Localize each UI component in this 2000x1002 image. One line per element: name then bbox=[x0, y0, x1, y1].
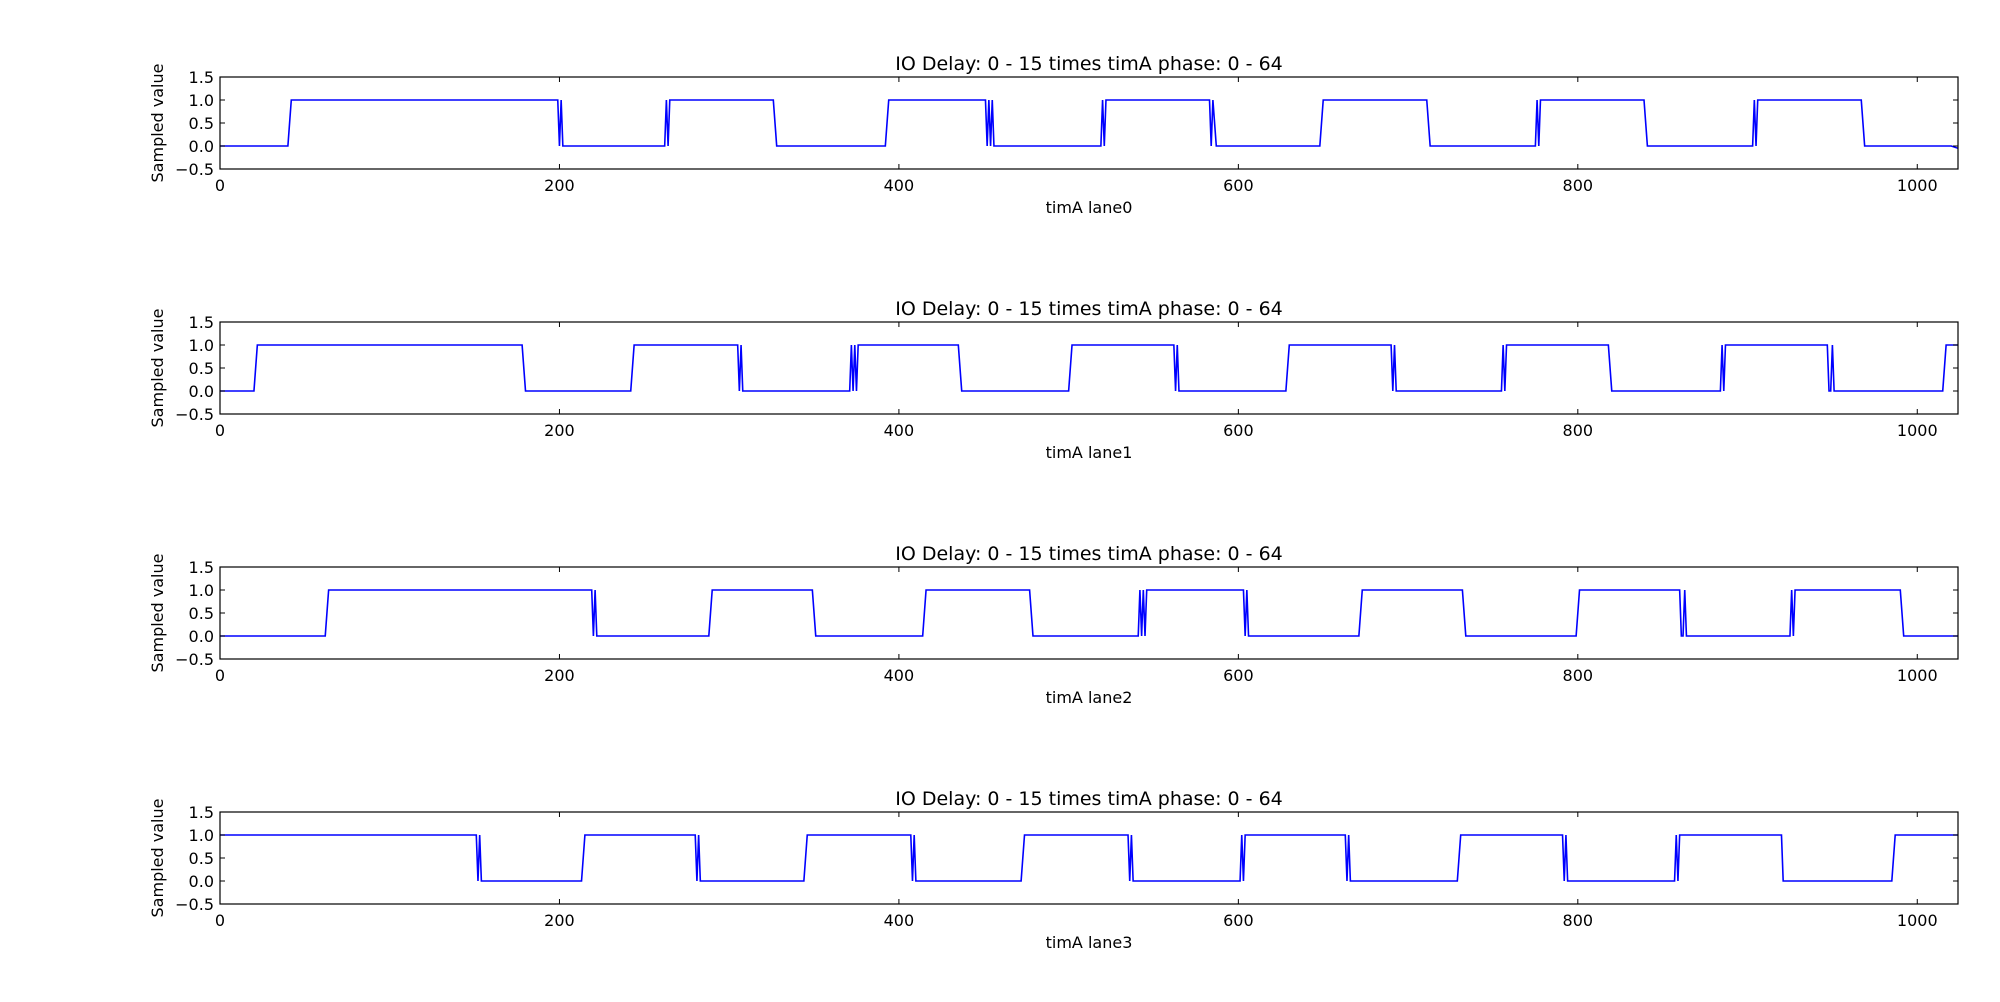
x-axis-label-2: timA lane2 bbox=[1046, 688, 1133, 707]
y-tick-label-0-1: 0.0 bbox=[189, 137, 214, 156]
x-tick-label-2-5: 1000 bbox=[1897, 666, 1938, 685]
y-tick-label-2-3: 1.0 bbox=[189, 581, 214, 600]
x-tick-label-2-4: 800 bbox=[1563, 666, 1594, 685]
x-tick-label-1-0: 0 bbox=[215, 421, 225, 440]
subplot-2: 0 200 400 600 800 1000 −0.5 0.0 0.5 1.0 1.5 IO Dela… bbox=[148, 543, 1959, 707]
y-axis-label-0: Sampled value bbox=[148, 64, 167, 183]
x-axis-label-0: timA lane0 bbox=[1046, 198, 1133, 217]
axes-frame-0 bbox=[219, 76, 1959, 170]
axes-frame-1 bbox=[219, 321, 1959, 415]
y-tick-label-3-2: 0.5 bbox=[189, 849, 214, 868]
y-tick-label-1-2: 0.5 bbox=[189, 359, 214, 378]
x-tick-label-2-1: 200 bbox=[544, 666, 575, 685]
subplot-0: 0 200 400 600 800 1000 −0.5 0.0 0.5 1.0 1.5 IO Dela… bbox=[148, 53, 1959, 217]
x-tick-label-3-5: 1000 bbox=[1897, 911, 1938, 930]
x-tick-label-0-4: 800 bbox=[1563, 176, 1594, 195]
y-tick-label-2-4: 1.5 bbox=[189, 558, 214, 577]
x-tick-label-1-4: 800 bbox=[1563, 421, 1594, 440]
y-tick-label-0-2: 0.5 bbox=[189, 114, 214, 133]
x-tick-label-1-1: 200 bbox=[544, 421, 575, 440]
y-tick-label-1-4: 1.5 bbox=[189, 313, 214, 332]
chart-title-2: IO Delay: 0 - 15 times timA phase: 0 - 6… bbox=[895, 543, 1283, 565]
y-tick-label-2-2: 0.5 bbox=[189, 604, 214, 623]
y-tick-label-0-3: 1.0 bbox=[189, 91, 214, 110]
x-tick-label-0-0: 0 bbox=[215, 176, 225, 195]
x-tick-label-1-2: 400 bbox=[884, 421, 915, 440]
y-tick-label-1-0: −0.5 bbox=[175, 405, 214, 424]
y-tick-label-1-1: 0.0 bbox=[189, 382, 214, 401]
y-tick-label-3-1: 0.0 bbox=[189, 872, 214, 891]
x-tick-label-2-0: 0 bbox=[215, 666, 225, 685]
x-tick-label-3-3: 600 bbox=[1223, 911, 1254, 930]
subplot-3: 0 200 400 600 800 1000 −0.5 0.0 0.5 1.0 1.5 IO Dela… bbox=[148, 788, 1959, 952]
series-line-1-0 bbox=[220, 344, 1958, 392]
y-tick-label-3-0: −0.5 bbox=[175, 895, 214, 914]
x-tick-label-3-1: 200 bbox=[544, 911, 575, 930]
axes-frame-2 bbox=[219, 566, 1959, 660]
y-axis-label-2: Sampled value bbox=[148, 554, 167, 673]
series-line-2-0 bbox=[220, 589, 1958, 637]
series-line-0-0 bbox=[220, 99, 1958, 150]
x-tick-label-3-0: 0 bbox=[215, 911, 225, 930]
y-axis-label-3: Sampled value bbox=[148, 799, 167, 918]
subplot-1: 0 200 400 600 800 1000 −0.5 0.0 0.5 1.0 1.5 IO Dela… bbox=[148, 298, 1959, 462]
x-tick-label-2-3: 600 bbox=[1223, 666, 1254, 685]
series-line-3-0 bbox=[220, 834, 1958, 882]
x-tick-label-3-2: 400 bbox=[884, 911, 915, 930]
chart-title-0: IO Delay: 0 - 15 times timA phase: 0 - 6… bbox=[895, 53, 1283, 75]
x-tick-label-1-3: 600 bbox=[1223, 421, 1254, 440]
y-axis-label-1: Sampled value bbox=[148, 309, 167, 428]
x-tick-label-3-4: 800 bbox=[1563, 911, 1594, 930]
x-tick-label-1-5: 1000 bbox=[1897, 421, 1938, 440]
chart-title-3: IO Delay: 0 - 15 times timA phase: 0 - 6… bbox=[895, 788, 1283, 810]
x-axis-label-3: timA lane3 bbox=[1046, 933, 1133, 952]
y-tick-label-2-1: 0.0 bbox=[189, 627, 214, 646]
chart-title-1: IO Delay: 0 - 15 times timA phase: 0 - 6… bbox=[895, 298, 1283, 320]
x-tick-label-0-1: 200 bbox=[544, 176, 575, 195]
x-axis-label-1: timA lane1 bbox=[1046, 443, 1133, 462]
y-tick-label-0-4: 1.5 bbox=[189, 68, 214, 87]
y-tick-label-1-3: 1.0 bbox=[189, 336, 214, 355]
x-tick-label-0-3: 600 bbox=[1223, 176, 1254, 195]
x-tick-label-0-2: 400 bbox=[884, 176, 915, 195]
x-tick-label-0-5: 1000 bbox=[1897, 176, 1938, 195]
y-tick-label-3-3: 1.0 bbox=[189, 826, 214, 845]
y-tick-label-0-0: −0.5 bbox=[175, 160, 214, 179]
x-tick-label-2-2: 400 bbox=[884, 666, 915, 685]
y-tick-label-3-4: 1.5 bbox=[189, 803, 214, 822]
y-tick-label-2-0: −0.5 bbox=[175, 650, 214, 669]
